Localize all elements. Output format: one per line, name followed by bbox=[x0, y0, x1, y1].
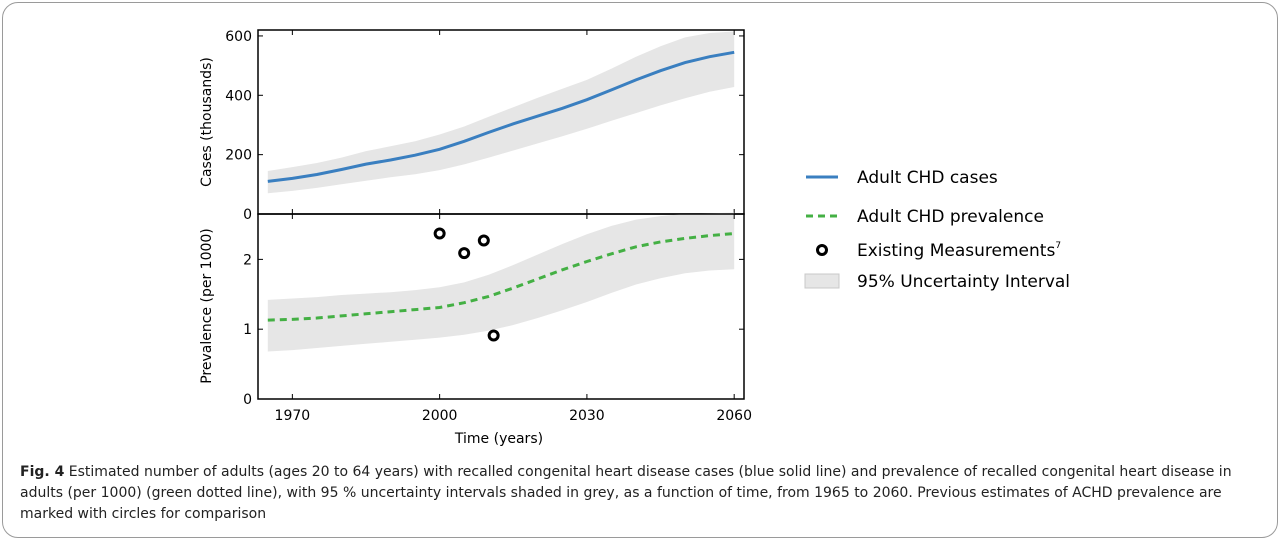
legend-measurements-superscript: 7 bbox=[1055, 241, 1061, 251]
x-tick-label: 2030 bbox=[569, 408, 605, 424]
legend-cases-label: Adult CHD cases bbox=[857, 168, 998, 188]
y-tick-label: 0 bbox=[243, 392, 252, 408]
y-tick-label: 0 bbox=[243, 207, 252, 223]
legend-interval-swatch bbox=[804, 273, 840, 289]
y-tick-label: 1 bbox=[243, 322, 252, 338]
x-tick-label: 1970 bbox=[275, 408, 311, 424]
measurement-point bbox=[433, 227, 446, 240]
legend-measurement-marker bbox=[816, 244, 828, 256]
legend-prevalence-label: Adult CHD prevalence bbox=[857, 207, 1044, 227]
x-axis-label: Time (years) bbox=[454, 431, 543, 447]
y-tick-label: 2 bbox=[243, 252, 252, 268]
cases-uncertainty-band bbox=[267, 31, 735, 194]
y-tick-label: 600 bbox=[225, 29, 252, 45]
x-tick-label: 2000 bbox=[422, 408, 458, 424]
measurement-point bbox=[458, 247, 471, 260]
prevalence-axes-frame bbox=[257, 213, 745, 400]
cases-y-ticks: 0 200 400 600 bbox=[225, 29, 744, 223]
legend-measurements-label: Existing Measurements7 bbox=[857, 241, 1061, 261]
prevalence-line bbox=[267, 232, 735, 322]
y-tick-label: 400 bbox=[225, 88, 252, 104]
existing-measurements bbox=[433, 227, 500, 342]
x-tick-label: 2060 bbox=[716, 408, 752, 424]
y-tick-label: 200 bbox=[225, 148, 252, 164]
caption-text: Estimated number of adults (ages 20 to 6… bbox=[20, 464, 1232, 522]
prevalence-y-axis-label: Prevalence (per 1000) bbox=[199, 228, 215, 384]
prevalence-ticks: 0 1 2 1970 2000 2030 2060 bbox=[243, 214, 752, 424]
figure-caption: Fig. 4 Estimated number of adults (ages … bbox=[20, 462, 1260, 525]
cases-panel: 0 200 400 600 Cases (thousands) bbox=[199, 29, 745, 223]
measurement-point bbox=[477, 234, 490, 247]
legend: Adult CHD cases Adult CHD prevalence Exi… bbox=[804, 168, 1070, 292]
legend-interval-label: 95% Uncertainty Interval bbox=[857, 272, 1070, 292]
legend-measurements-text: Existing Measurements bbox=[857, 241, 1055, 261]
measurement-point bbox=[487, 329, 500, 342]
cases-line bbox=[267, 50, 735, 183]
prevalence-uncertainty-band bbox=[267, 212, 735, 352]
cases-y-axis-label: Cases (thousands) bbox=[199, 57, 215, 187]
figure-label: Fig. 4 bbox=[20, 464, 65, 480]
prevalence-panel: 0 1 2 1970 2000 2030 2060 Prevalence (per 1000… bbox=[199, 212, 752, 447]
